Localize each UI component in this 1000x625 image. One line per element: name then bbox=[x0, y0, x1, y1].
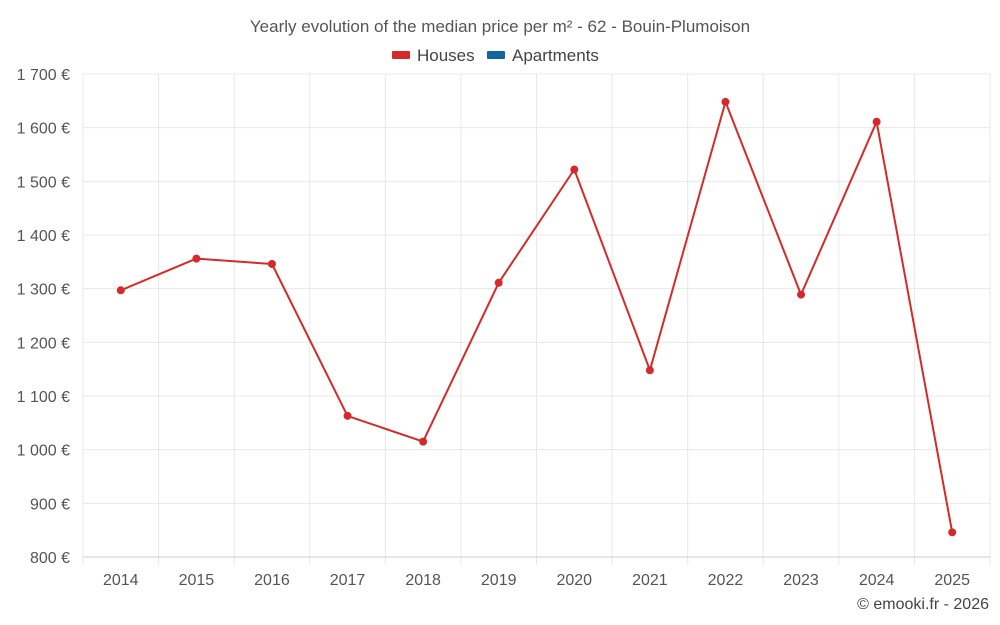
y-tick-label: 1 100 € bbox=[17, 389, 70, 406]
data-point[interactable] bbox=[192, 254, 201, 263]
y-tick-label: 1 600 € bbox=[17, 121, 70, 138]
data-point[interactable] bbox=[797, 290, 806, 299]
x-tick-label: 2022 bbox=[708, 572, 744, 589]
x-tick-label: 2023 bbox=[783, 572, 819, 589]
x-tick-label: 2014 bbox=[103, 572, 139, 589]
x-gridlines bbox=[82, 74, 991, 565]
credit-text: © emooki.fr - 2026 bbox=[857, 596, 989, 613]
series-lines bbox=[120, 100, 954, 533]
legend-swatch-houses[interactable] bbox=[392, 51, 410, 59]
x-tick-label: 2024 bbox=[859, 572, 895, 589]
x-tick-label: 2018 bbox=[405, 572, 441, 589]
data-point[interactable] bbox=[419, 437, 428, 446]
legend: Houses Apartments bbox=[392, 46, 599, 65]
legend-swatch-apartments[interactable] bbox=[487, 51, 505, 59]
data-point[interactable] bbox=[267, 259, 276, 268]
data-point[interactable] bbox=[494, 278, 503, 287]
x-tick-label: 2019 bbox=[481, 572, 517, 589]
y-tick-label: 1 700 € bbox=[17, 67, 70, 84]
y-tick-label: 1 000 € bbox=[17, 443, 70, 460]
y-axis-labels: 800 € 900 € 1 000 € 1 100 € 1 200 € 1 300 € 1 … bbox=[17, 67, 70, 567]
legend-label-houses[interactable]: Houses bbox=[417, 46, 475, 65]
data-point[interactable] bbox=[570, 165, 579, 174]
x-tick-label: 2016 bbox=[254, 572, 290, 589]
chart-title: Yearly evolution of the median price per… bbox=[250, 17, 750, 36]
y-tick-label: 1 500 € bbox=[17, 174, 70, 191]
y-tick-label: 1 200 € bbox=[17, 335, 70, 352]
data-point[interactable] bbox=[645, 366, 654, 375]
data-point[interactable] bbox=[948, 528, 957, 537]
x-tick-label: 2020 bbox=[556, 572, 592, 589]
x-tick-label: 2025 bbox=[934, 572, 970, 589]
x-tick-label: 2017 bbox=[330, 572, 366, 589]
y-tick-label: 1 300 € bbox=[17, 282, 70, 299]
series-line-houses bbox=[120, 100, 954, 533]
x-tick-label: 2021 bbox=[632, 572, 668, 589]
legend-label-apartments[interactable]: Apartments bbox=[512, 46, 599, 65]
data-point[interactable] bbox=[343, 411, 352, 420]
series-points bbox=[116, 97, 957, 537]
data-point[interactable] bbox=[721, 97, 730, 106]
x-axis-labels: 2014 2015 2016 2017 2018 2019 2020 2021 2022 2023… bbox=[103, 572, 970, 589]
y-tick-label: 1 400 € bbox=[17, 228, 70, 245]
y-tick-label: 800 € bbox=[30, 550, 70, 567]
data-point[interactable] bbox=[872, 117, 881, 126]
x-tick-label: 2015 bbox=[179, 572, 215, 589]
data-point[interactable] bbox=[116, 286, 125, 295]
y-tick-label: 900 € bbox=[30, 496, 70, 513]
